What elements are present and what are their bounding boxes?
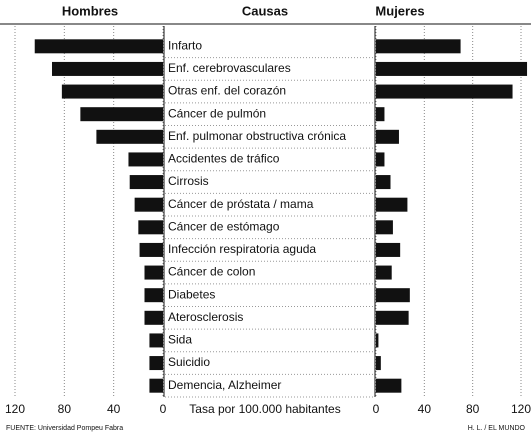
bar: [52, 61, 163, 76]
category-label: Enf. cerebrovasculares: [168, 61, 291, 75]
bar: [139, 242, 163, 257]
category-label: Cirrosis: [168, 174, 209, 188]
credit: H. L. / EL MUNDO: [468, 425, 526, 432]
bar: [376, 333, 379, 348]
bar: [376, 175, 391, 190]
category-label: Cáncer de pulmón: [168, 106, 266, 120]
x-tick-label: 40: [107, 402, 121, 416]
bar: [80, 107, 163, 122]
bar: [144, 310, 163, 325]
category-label: Aterosclerosis: [168, 310, 243, 324]
bar: [149, 333, 163, 348]
source: FUENTE: Universidad Pompeu Fabra: [6, 425, 123, 432]
x-tick-label: 0: [160, 402, 167, 416]
bar: [376, 356, 381, 371]
bar: [376, 265, 392, 280]
bar: [376, 61, 528, 76]
bar: [376, 152, 385, 167]
x-axis-label: Tasa por 100.000 habitantes: [189, 402, 340, 416]
category-label: Enf. pulmonar obstructiva crónica: [168, 129, 346, 143]
category-label: Demencia, Alzheimer: [168, 378, 281, 392]
panel-title: Hombres: [62, 3, 118, 18]
bar: [376, 39, 461, 54]
x-tick-label: 120: [511, 402, 531, 416]
category-label: Diabetes: [168, 287, 215, 301]
x-tick-label: 80: [466, 402, 480, 416]
category-label: Suicidio: [168, 355, 210, 369]
bar: [34, 39, 163, 54]
panel-title: Mujeres: [375, 3, 424, 18]
bar: [128, 152, 163, 167]
bar: [376, 378, 402, 393]
bar: [96, 129, 163, 144]
bar: [376, 242, 401, 257]
bar: [376, 310, 409, 325]
category-label: Cáncer de colon: [168, 265, 255, 279]
bar: [144, 288, 163, 303]
category-label: Cáncer de estómago: [168, 219, 280, 233]
bar: [61, 84, 163, 99]
bar: [376, 288, 410, 303]
x-tick-label: 40: [418, 402, 432, 416]
category-label: Accidentes de tráfico: [168, 152, 280, 166]
bar: [149, 378, 163, 393]
bar: [376, 84, 513, 99]
category-label: Infarto: [168, 38, 202, 52]
category-header: Causas: [242, 3, 288, 18]
category-label: Infección respiratoria aguda: [168, 242, 316, 256]
category-label: Cáncer de próstata / mama: [168, 197, 314, 211]
x-tick-label: 80: [58, 402, 72, 416]
bar: [134, 197, 163, 212]
x-tick-label: 0: [373, 402, 380, 416]
category-label: Sida: [168, 333, 192, 347]
bar: [376, 129, 399, 144]
bar: [144, 265, 163, 280]
bar: [376, 197, 408, 212]
bar: [138, 220, 163, 235]
x-tick-label: 120: [5, 402, 25, 416]
category-label: Otras enf. del corazón: [168, 84, 286, 98]
bar: [376, 220, 393, 235]
bar: [149, 356, 163, 371]
bar: [376, 107, 385, 122]
bar: [129, 175, 163, 190]
